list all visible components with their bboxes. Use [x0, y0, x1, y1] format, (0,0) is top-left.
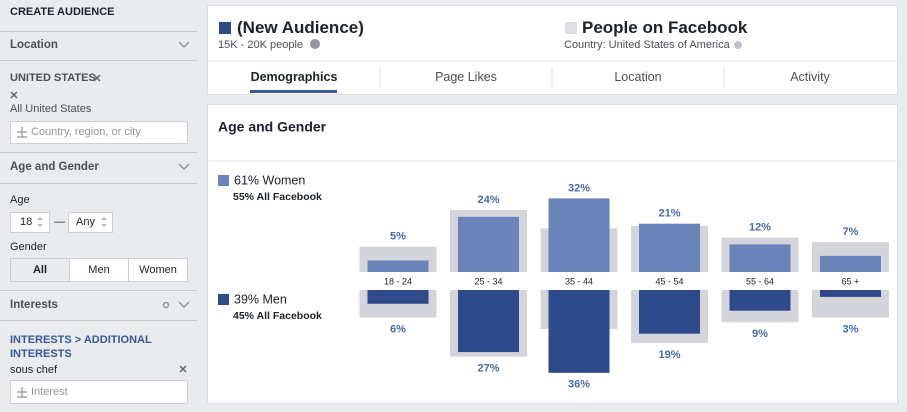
placeholder: Interest: [31, 386, 68, 398]
settings-icon[interactable]: [162, 301, 170, 309]
value-label: 6%: [390, 324, 406, 336]
location-scope: All United States: [10, 103, 92, 115]
compare-subtitle: Country: United States of America: [564, 39, 730, 51]
interest-input[interactable]: [10, 380, 188, 404]
gender-button[interactable]: [128, 258, 188, 282]
bar: [639, 290, 700, 334]
bar: [820, 290, 881, 297]
x-tick-label: 45 - 54: [655, 276, 683, 286]
bar: [367, 290, 429, 304]
divider: [0, 60, 197, 61]
interest-item: sous chef: [10, 364, 58, 376]
info-icon[interactable]: [734, 41, 742, 49]
bar: [820, 255, 881, 272]
gender-button[interactable]: [10, 258, 70, 282]
tab[interactable]: Activity: [790, 70, 830, 84]
value-label: 36%: [568, 379, 590, 391]
value-label: 7%: [843, 226, 859, 238]
age-max: Any: [76, 216, 95, 228]
divider: [0, 152, 197, 153]
divider: [0, 320, 197, 321]
value-label: 5%: [390, 231, 406, 243]
value-label: 27%: [477, 363, 499, 375]
value-label: 19%: [658, 349, 680, 361]
gender-button[interactable]: [69, 258, 129, 282]
x-tick-label: 55 - 64: [746, 276, 774, 286]
tab[interactable]: Location: [614, 70, 662, 84]
chevron[interactable]: [178, 163, 190, 171]
value-label: 24%: [477, 194, 499, 206]
section-heading[interactable]: Interests: [10, 299, 58, 311]
chart-title: Age and Gender: [218, 119, 327, 135]
age-separator: —: [54, 216, 65, 228]
gender-label: Men: [88, 264, 110, 276]
divider: [0, 290, 197, 291]
placeholder: Country, region, or city: [31, 126, 141, 138]
age-min: 18: [20, 216, 33, 228]
value-label: 21%: [658, 208, 680, 220]
info-icon[interactable]: [310, 39, 320, 49]
age-max-select[interactable]: [68, 212, 113, 233]
chevron[interactable]: [178, 41, 190, 49]
remove-icon[interactable]: [10, 91, 18, 99]
compare-swatch: [565, 22, 577, 34]
interest-path[interactable]: INTERESTS > ADDITIONAL INTERESTS: [10, 334, 152, 360]
tab[interactable]: Demographics: [250, 70, 338, 84]
bar: [458, 290, 519, 353]
legend-swatch: [218, 294, 229, 305]
value-label: 9%: [752, 328, 768, 340]
x-tick-label: 65 +: [842, 276, 860, 286]
axis-band: [360, 272, 890, 290]
active-tab-indicator: [250, 90, 337, 93]
value-label: 3%: [843, 324, 859, 336]
gender-label: Women: [139, 264, 177, 276]
compare-name: People on Facebook: [582, 18, 748, 37]
legend-label: 39% Men: [234, 292, 287, 306]
gender-label: All: [32, 264, 48, 276]
audience-swatch: [219, 22, 231, 34]
divider: [0, 31, 197, 32]
legend-label: 61% Women: [234, 173, 305, 187]
legend-swatch: [218, 175, 229, 186]
remove-icon[interactable]: [93, 74, 101, 82]
bar: [639, 223, 700, 272]
section-heading[interactable]: Location: [10, 39, 58, 51]
chevron[interactable]: [178, 301, 190, 309]
x-tick-label: 25 - 34: [474, 276, 502, 286]
bar: [548, 198, 610, 272]
audience-name: (New Audience): [237, 18, 364, 37]
x-tick-label: 18 - 24: [384, 276, 412, 286]
select-arrows: [37, 217, 107, 227]
tab[interactable]: Page Likes: [435, 70, 497, 84]
field-label: Age: [10, 194, 30, 206]
sidebar-icons: [10, 41, 190, 398]
legend-subtitle: 55% All Facebook: [233, 191, 322, 203]
section-heading[interactable]: Age and Gender: [10, 161, 99, 173]
location-input[interactable]: [10, 121, 188, 144]
add-icon: [17, 127, 27, 138]
bar: [729, 244, 791, 272]
sidebar-title: CREATE AUDIENCE: [10, 6, 115, 18]
bar: [458, 216, 519, 272]
remove-icon[interactable]: [179, 365, 187, 373]
value-label: 12%: [749, 221, 771, 233]
x-tick-label: 35 - 44: [565, 276, 593, 286]
bar: [548, 290, 610, 373]
bar: [367, 260, 429, 272]
divider: [0, 183, 197, 184]
header-decor: [207, 39, 898, 93]
legend-subtitle: 45% All Facebook: [233, 310, 322, 322]
country-tag: UNITED STATES: [10, 72, 96, 84]
bar: [729, 290, 791, 311]
add-icon: [17, 387, 27, 398]
audience-size: 15K - 20K people: [218, 39, 304, 51]
value-label: 32%: [568, 182, 590, 194]
field-label: Gender: [10, 241, 47, 253]
